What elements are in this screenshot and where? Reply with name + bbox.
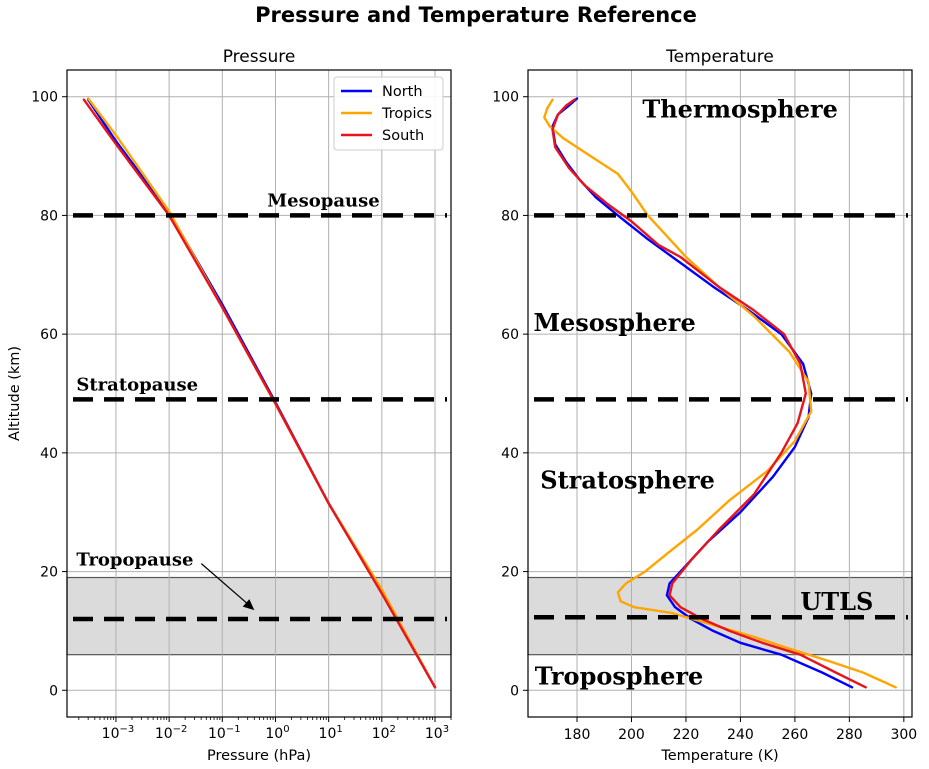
x-tick-label: 103	[425, 724, 449, 742]
y-tick-label: 0	[510, 683, 519, 699]
annotation-troposphere: Troposphere	[535, 661, 703, 690]
annotation-thermosphere: Thermosphere	[642, 94, 838, 123]
annotation-tropopause: Tropopause	[76, 550, 193, 571]
axes-frame	[66, 69, 452, 718]
y-tick-label: 20	[501, 565, 519, 581]
y-tick-label: 0	[49, 683, 58, 699]
x-tick-label: 10−3	[102, 724, 135, 742]
legend-label-south: South	[382, 128, 424, 144]
tropopause-arrow	[200, 563, 251, 607]
series-line-south	[551, 98, 867, 689]
legend-label-tropics: Tropics	[381, 106, 432, 122]
tropopause-arrowhead	[242, 599, 255, 611]
utls-band	[66, 576, 452, 656]
annotation-mesopause: Mesopause	[267, 191, 379, 212]
x-tick-label: 220	[673, 727, 700, 743]
legend-box	[333, 76, 444, 151]
x-tick-label: 200	[618, 727, 645, 743]
x-tick-label: 102	[372, 724, 396, 742]
x-tick-label: 100	[265, 724, 289, 742]
legend: North Tropics South	[333, 76, 444, 151]
x-axis-label: Temperature (K)	[660, 748, 778, 764]
y-tick-label: 100	[31, 90, 58, 106]
series-line-south	[82, 98, 437, 689]
x-tick-label: 300	[890, 727, 917, 743]
x-axis-label: Pressure (hPa)	[207, 748, 311, 764]
axes-frame	[527, 69, 913, 718]
x-tick-label: 180	[564, 727, 591, 743]
y-tick-label: 60	[40, 327, 58, 343]
panel-title: Pressure	[223, 47, 296, 67]
annotation-mesosphere: Mesosphere	[533, 308, 695, 337]
panel-title: Temperature	[665, 47, 774, 67]
pressure-panel: 10−3 10−2 10−1 100 101 102 103 0 20 40 60 80 100 Meso…	[7, 47, 452, 764]
y-tick-label: 80	[40, 208, 58, 224]
legend-label-north: North	[382, 84, 423, 100]
annotation-stratopause: Stratopause	[76, 375, 198, 396]
x-tick-label: 10−1	[208, 724, 241, 742]
y-tick-label: 100	[492, 90, 519, 106]
y-tick-label: 80	[501, 208, 519, 224]
figure-title: Pressure and Temperature Reference	[255, 3, 697, 27]
y-tick-label: 60	[501, 327, 519, 343]
y-tick-label: 40	[501, 446, 519, 462]
x-tick-label: 10−2	[155, 724, 188, 742]
x-tick-label: 101	[319, 724, 343, 742]
x-tick-label: 280	[836, 727, 863, 743]
annotation-utls: UTLS	[800, 587, 873, 616]
annotation-stratosphere: Stratosphere	[540, 465, 715, 494]
x-tick-label: 260	[782, 727, 809, 743]
y-tick-label: 20	[40, 565, 58, 581]
y-tick-label: 40	[40, 446, 58, 462]
temperature-panel: 180 200 220 240 260 280 300 0 20 40 60 80 100 Thermos…	[492, 47, 917, 764]
x-tick-label: 240	[727, 727, 754, 743]
y-axis-label: Altitude (km)	[7, 346, 23, 441]
